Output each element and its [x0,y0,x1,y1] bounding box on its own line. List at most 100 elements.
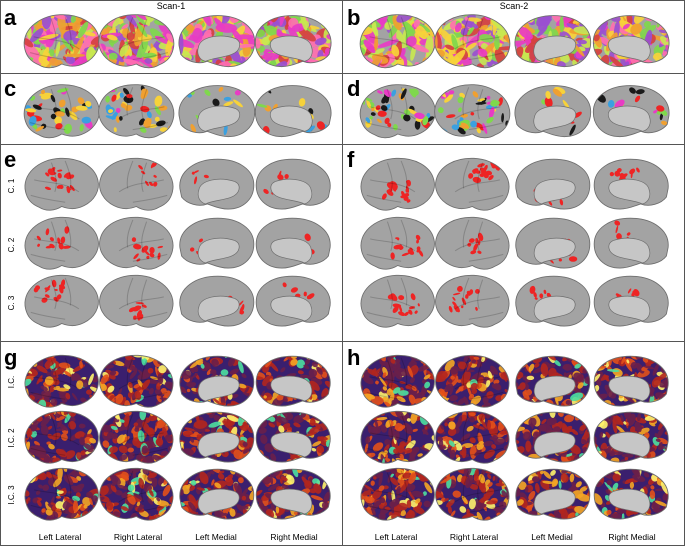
panel-letter-h: h [347,345,360,370]
medial-brain-view [515,275,591,327]
medial-brain-view [254,15,332,68]
lateral-brain-view [24,216,99,270]
medial-wall [197,488,240,515]
lateral-brain-view [23,14,100,69]
lateral-brain-view [435,410,510,464]
medial-brain-view [515,355,591,407]
medial-wall [197,35,241,62]
medial-wall [197,105,241,132]
panel-letter-g: g [4,345,17,370]
lateral-brain-view [435,274,510,328]
lateral-brain-view [360,354,435,408]
medial-brain-view [593,411,669,463]
lateral-brain-view [24,410,99,464]
medial-brain-view [515,217,591,269]
medial-brain-view [593,217,669,269]
scan-2-title: Scan-2 [500,1,529,11]
panel-letter-e: e [4,147,16,172]
medial-brain-view [255,275,331,327]
medial-brain-view [178,15,256,68]
medial-wall [270,488,313,515]
lateral-brain-view [435,216,510,270]
medial-brain-view [179,158,255,210]
view-label-left-medial-scan2: Left Medial [531,532,573,542]
medial-wall [607,35,651,62]
panel-letter-f: f [347,147,355,172]
medial-brain-view [515,468,591,520]
lateral-brain-view [23,84,100,139]
medial-brain-view [255,158,331,210]
lateral-brain-view [24,274,99,328]
medial-brain-view [593,158,669,210]
lateral-brain-view [360,410,435,464]
cluster-label-3: C. 3 [7,295,16,310]
lateral-brain-view [98,84,175,139]
lateral-brain-view [360,216,435,270]
medial-wall [197,431,240,458]
panel-letter-b: b [347,5,360,30]
lateral-brain-view [360,467,435,521]
ic-label-2: I.C. 2 [7,428,16,448]
medial-brain-view [592,85,670,138]
medial-brain-view [179,411,255,463]
medial-brain-view [514,15,592,68]
panel-letter-c: c [4,76,16,101]
medial-wall [197,295,240,322]
view-label-left-lateral-scan2: Left Lateral [375,532,418,542]
medial-brain-view [255,411,331,463]
medial-wall [608,178,651,205]
lateral-brain-view [434,14,511,69]
medial-brain-view [593,468,669,520]
medial-wall [197,237,240,264]
medial-wall [270,237,313,264]
scan-1-title: Scan-1 [157,1,186,11]
medial-wall [607,105,651,132]
medial-brain-view [255,468,331,520]
panel-letter-a: a [4,5,17,30]
medial-wall [197,375,240,402]
lateral-brain-view [359,84,436,139]
view-label-right-medial-scan2: Right Medial [608,532,655,542]
medial-wall [270,375,313,402]
medial-wall [533,105,577,132]
medial-brain-view [178,85,256,138]
medial-wall [608,295,651,322]
medial-wall [533,488,576,515]
medial-wall [608,488,651,515]
lateral-brain-view [99,157,174,211]
medial-wall [270,178,313,205]
lateral-brain-view [98,14,175,69]
lateral-brain-view [99,216,174,270]
view-label-right-lateral-scan2: Right Lateral [450,532,498,542]
medial-brain-view [592,15,670,68]
lateral-brain-view [99,410,174,464]
lateral-brain-view [435,354,510,408]
lateral-brain-view [99,354,174,408]
view-label-left-lateral-scan1: Left Lateral [39,532,82,542]
view-label-right-medial-scan1: Right Medial [270,532,317,542]
medial-brain-view [179,468,255,520]
medial-brain-view [593,355,669,407]
lateral-brain-view [99,274,174,328]
medial-brain-view [179,355,255,407]
cluster-label-1: C. 1 [7,178,16,193]
medial-wall [533,237,576,264]
medial-brain-view [179,217,255,269]
medial-wall [608,237,651,264]
cluster-label-2: C. 2 [7,237,16,252]
medial-wall [608,431,651,458]
medial-brain-view [179,275,255,327]
panel-letter-d: d [347,76,360,101]
lateral-brain-view [435,467,510,521]
view-label-left-medial-scan1: Left Medial [195,532,237,542]
ic-label-1: I.C. [7,376,16,388]
medial-wall [197,178,240,205]
medial-brain-view [514,85,592,138]
lateral-brain-view [359,14,436,69]
medial-brain-view [593,275,669,327]
medial-brain-view [255,217,331,269]
medial-brain-view [515,158,591,210]
medial-wall [533,431,576,458]
